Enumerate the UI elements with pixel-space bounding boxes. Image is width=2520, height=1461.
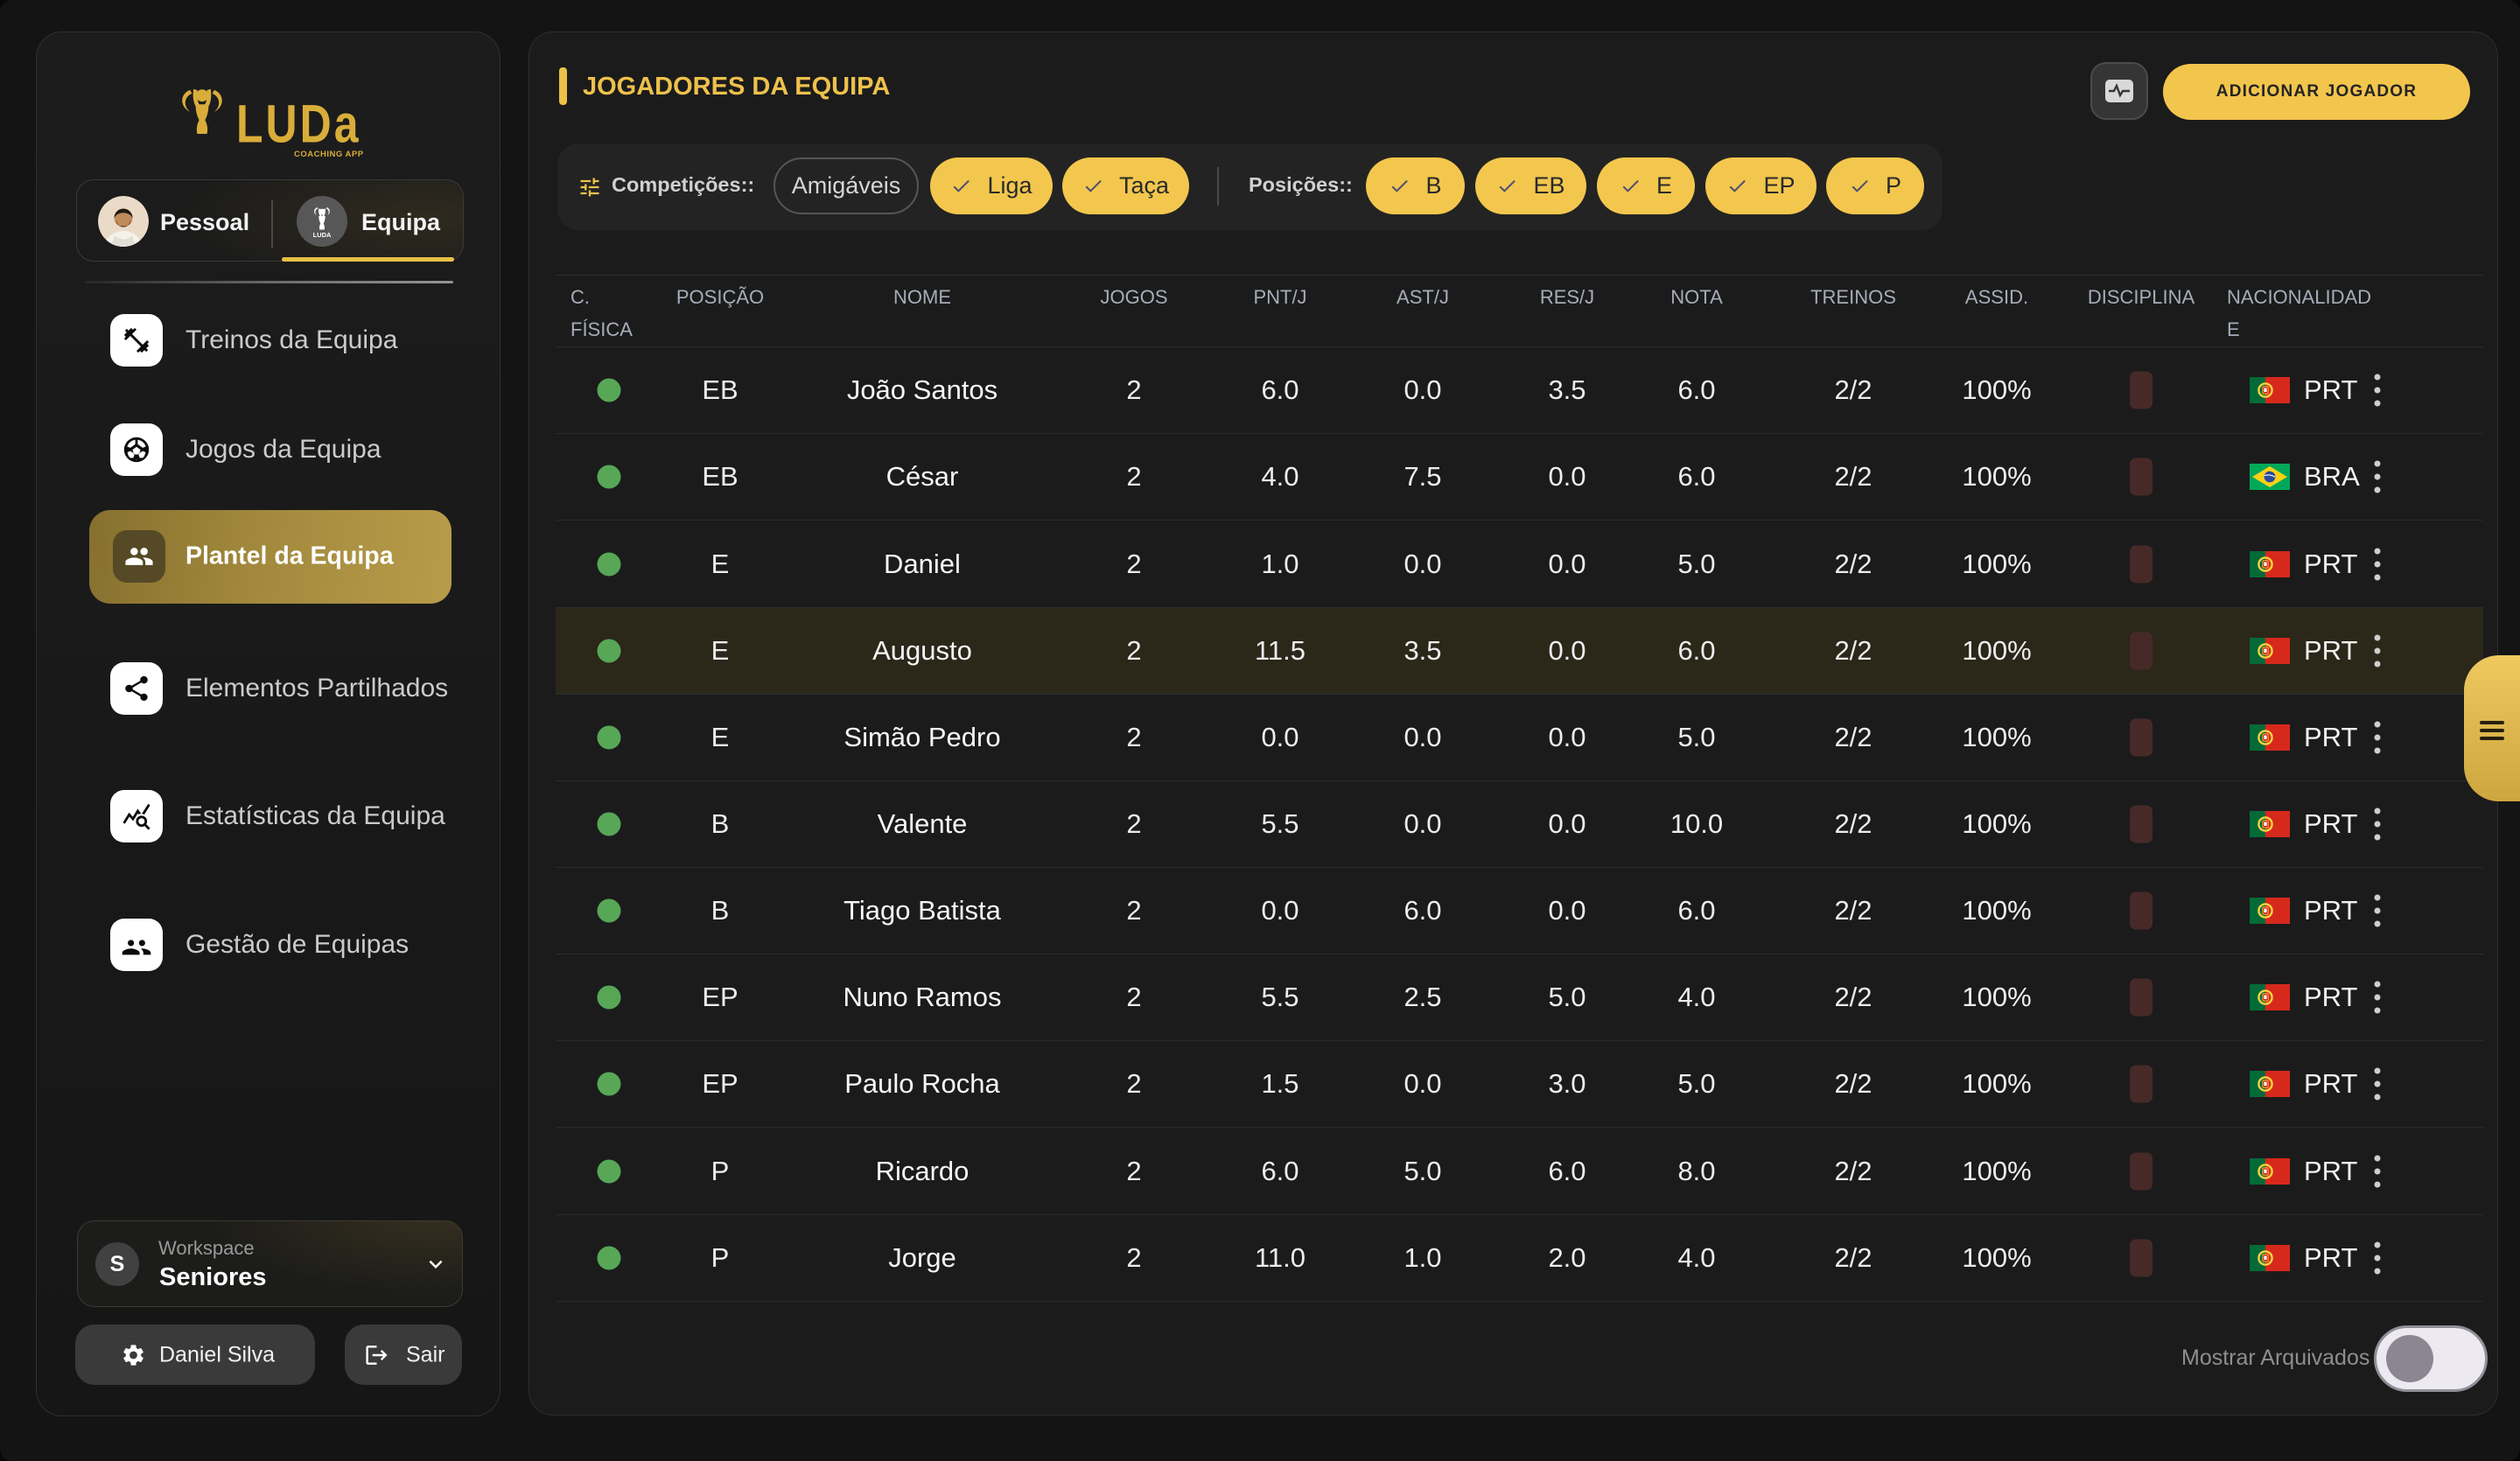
svg-text:LUDA: LUDA: [313, 231, 332, 239]
